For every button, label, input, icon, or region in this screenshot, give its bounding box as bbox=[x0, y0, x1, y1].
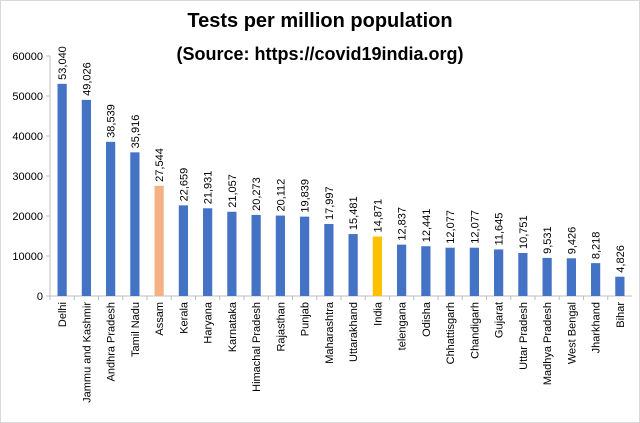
y-tick-label: 10000 bbox=[12, 251, 43, 263]
category-label: Rajasthan bbox=[275, 302, 287, 352]
bar bbox=[57, 83, 67, 296]
data-label: 12,077 bbox=[445, 210, 457, 244]
category-label: Maharashtra bbox=[324, 301, 336, 364]
data-label: 20,112 bbox=[275, 179, 287, 212]
data-label: 9,531 bbox=[542, 226, 554, 254]
data-labels: 53,040 49,026 38,539 35,916 27,544 22,659 21,9… bbox=[57, 46, 627, 273]
chart-title: Tests per million population bbox=[187, 10, 453, 32]
bar bbox=[518, 252, 528, 296]
bar bbox=[542, 257, 552, 296]
data-label: 49,026 bbox=[81, 62, 93, 96]
bar bbox=[469, 247, 479, 296]
bar bbox=[348, 234, 358, 296]
category-label: Jharkhand bbox=[591, 302, 603, 353]
data-label: 12,441 bbox=[421, 209, 433, 243]
bar bbox=[154, 185, 164, 296]
category-label: Himachal Pradesh bbox=[251, 302, 263, 392]
category-label: India bbox=[372, 301, 384, 326]
bar bbox=[421, 246, 431, 296]
data-label: 10,751 bbox=[518, 215, 530, 249]
category-label: Jammu and Kashmir bbox=[81, 302, 93, 403]
bar bbox=[591, 263, 601, 296]
bar bbox=[397, 244, 407, 296]
category-label: Chandigarh bbox=[469, 302, 481, 359]
data-label: 27,544 bbox=[154, 148, 166, 182]
data-label: 12,077 bbox=[469, 210, 481, 244]
y-tick-label: 0 bbox=[37, 291, 43, 303]
category-label: Kerala bbox=[178, 301, 190, 334]
bar bbox=[106, 141, 116, 296]
category-label: Chhattisgarh bbox=[445, 302, 457, 364]
data-label: 38,539 bbox=[106, 104, 118, 138]
category-label: Gujarat bbox=[494, 302, 506, 338]
category-label: Odisha bbox=[421, 301, 433, 337]
bar bbox=[615, 276, 625, 296]
y-tick-label: 60000 bbox=[12, 51, 43, 63]
category-label: Andhra Pradesh bbox=[106, 302, 118, 382]
category-label: West Bengal bbox=[566, 302, 578, 364]
bars bbox=[49, 83, 625, 300]
category-label: Assam bbox=[154, 302, 166, 336]
category-labels: Delhi Jammu and Kashmir Andhra Pradesh Tami… bbox=[57, 301, 627, 403]
data-label: 12,837 bbox=[397, 207, 409, 241]
category-label: Karnataka bbox=[227, 301, 239, 352]
category-label: Uttarakhand bbox=[348, 302, 360, 362]
category-label: telengana bbox=[397, 301, 409, 350]
data-label: 35,916 bbox=[130, 115, 142, 149]
y-tick-label: 50000 bbox=[12, 91, 43, 103]
bar bbox=[324, 224, 334, 296]
data-label: 19,839 bbox=[300, 179, 312, 213]
bar bbox=[251, 214, 261, 296]
data-label: 8,218 bbox=[591, 232, 603, 260]
data-label: 9,426 bbox=[566, 227, 578, 255]
data-label: 15,481 bbox=[348, 196, 360, 230]
bar bbox=[178, 205, 188, 296]
category-label: Tamil Nadu bbox=[130, 302, 142, 357]
chart-subtitle: (Source: https://covid19india.org) bbox=[176, 44, 464, 64]
y-tick-label: 20000 bbox=[12, 211, 43, 223]
category-label: Delhi bbox=[57, 302, 69, 327]
data-label: 11,645 bbox=[494, 213, 506, 246]
category-label: Bihar bbox=[615, 302, 627, 328]
bar bbox=[203, 208, 213, 296]
bar bbox=[372, 236, 382, 296]
bar bbox=[494, 249, 504, 296]
y-tick-label: 40000 bbox=[12, 131, 43, 143]
data-label: 4,826 bbox=[615, 245, 627, 273]
y-tick-label: 30000 bbox=[12, 171, 43, 183]
bar bbox=[300, 216, 310, 296]
bar bbox=[445, 247, 455, 296]
category-label: Madhya Pradesh bbox=[542, 302, 554, 385]
category-label: Haryana bbox=[203, 301, 215, 343]
bar bbox=[227, 211, 237, 296]
data-label: 20,273 bbox=[251, 177, 263, 211]
bar bbox=[81, 99, 91, 296]
category-label: Punjab bbox=[300, 302, 312, 336]
category-label: Uttar Pradesh bbox=[518, 302, 530, 370]
data-label: 17,997 bbox=[324, 186, 336, 220]
data-label: 22,659 bbox=[178, 168, 190, 202]
y-axis: 0 10000 20000 30000 40000 50000 60000 bbox=[12, 51, 632, 303]
data-label: 14,871 bbox=[372, 199, 384, 233]
data-label: 21,931 bbox=[203, 171, 215, 205]
bar bbox=[275, 215, 285, 296]
data-label: 21,057 bbox=[227, 174, 239, 208]
bar bbox=[566, 258, 576, 296]
bar bbox=[130, 152, 140, 296]
data-label: 53,040 bbox=[57, 46, 69, 80]
